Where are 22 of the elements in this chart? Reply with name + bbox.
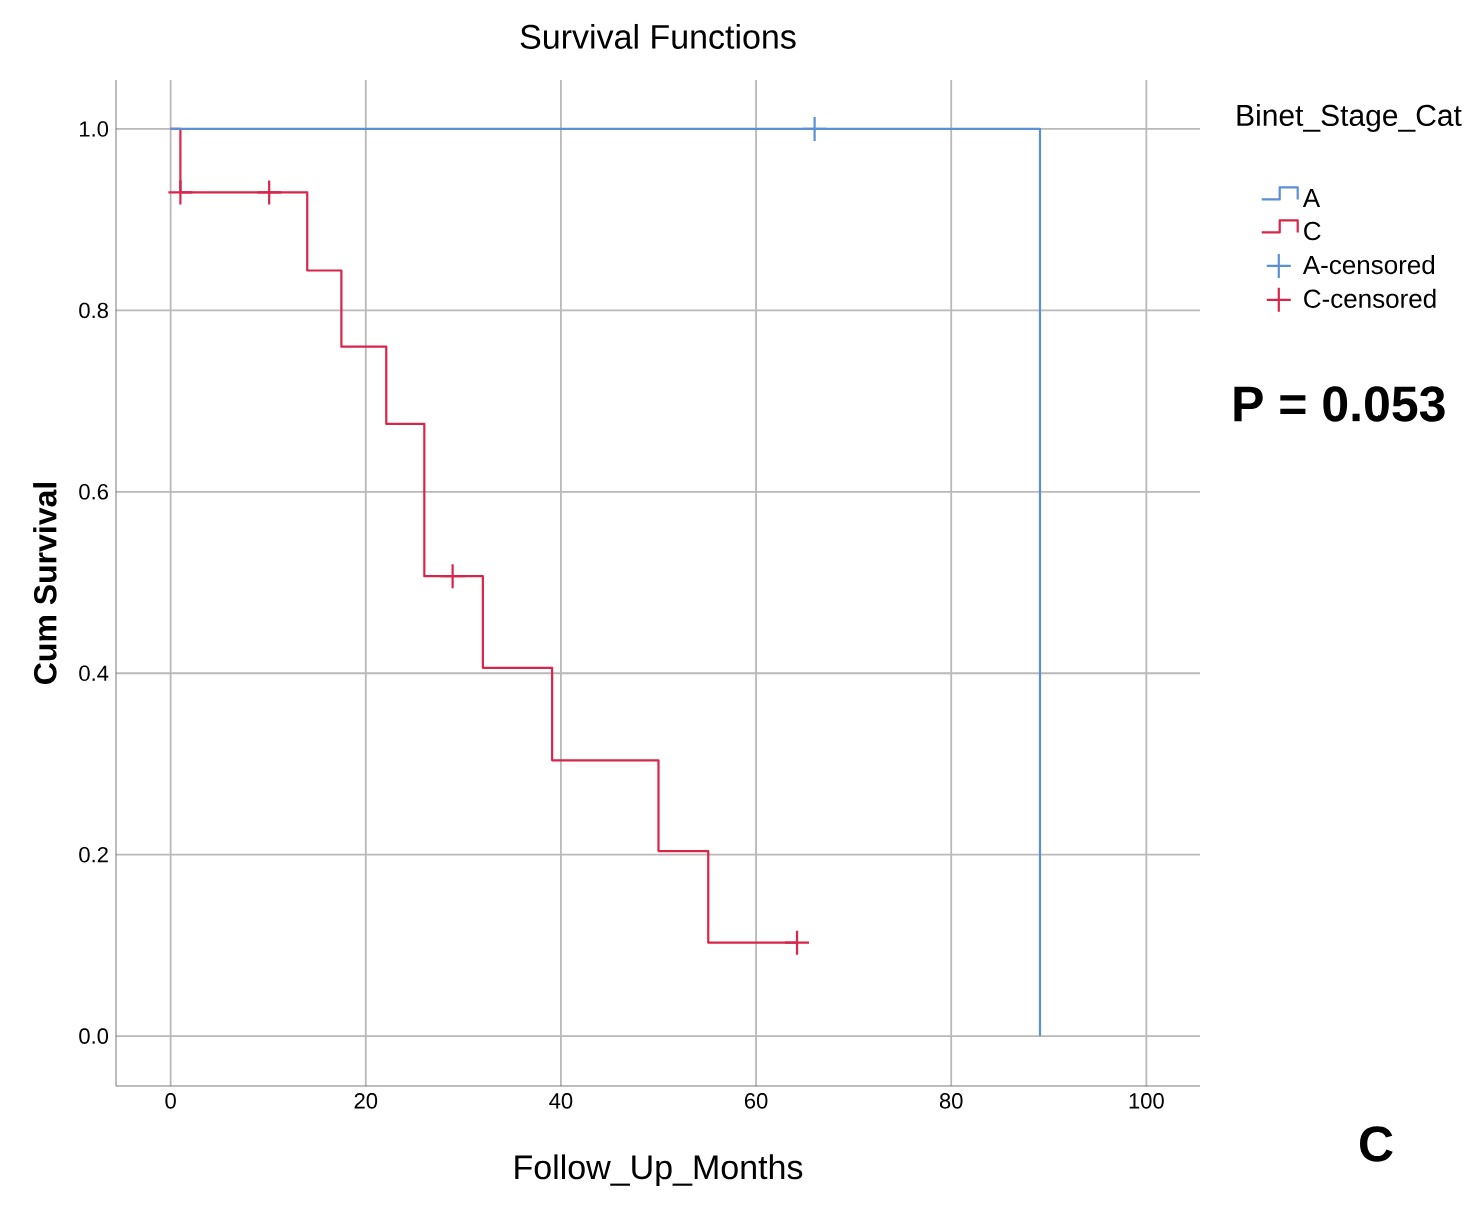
x-tick-label: 40 (549, 1093, 573, 1109)
x-tick-label: 60 (744, 1093, 768, 1109)
y-tick-label: 0.4 (79, 665, 109, 682)
y-tick-label: 0.8 (79, 302, 108, 319)
x-axis-title: Follow_Up_Months (515, 1154, 803, 1187)
text: C (1359, 1126, 1393, 1162)
y-tick-label: 0.6 (79, 484, 108, 500)
legend-label: C (1304, 221, 1321, 241)
x-tick-label: 0 (165, 1093, 176, 1109)
legend-title: Binet_Stage_Cat (1237, 104, 1462, 132)
x-tick-label: 20 (354, 1093, 378, 1109)
y-axis-title: Cum Survival (33, 483, 57, 684)
y-tick-label: 0.0 (79, 1028, 109, 1044)
legend-label: A-censored (1302, 255, 1435, 275)
x-tick-label: 100 (1129, 1093, 1164, 1109)
y-tick-label: 0.2 (79, 846, 108, 863)
legend-label: A (1302, 189, 1321, 207)
y-tick-label: 1.0 (80, 121, 109, 137)
legend-label: C-censored (1304, 288, 1436, 308)
chart-title: Survival Functions (520, 23, 796, 49)
text: P = 0.053 (1234, 386, 1445, 422)
x-tick-label: 80 (939, 1093, 963, 1109)
